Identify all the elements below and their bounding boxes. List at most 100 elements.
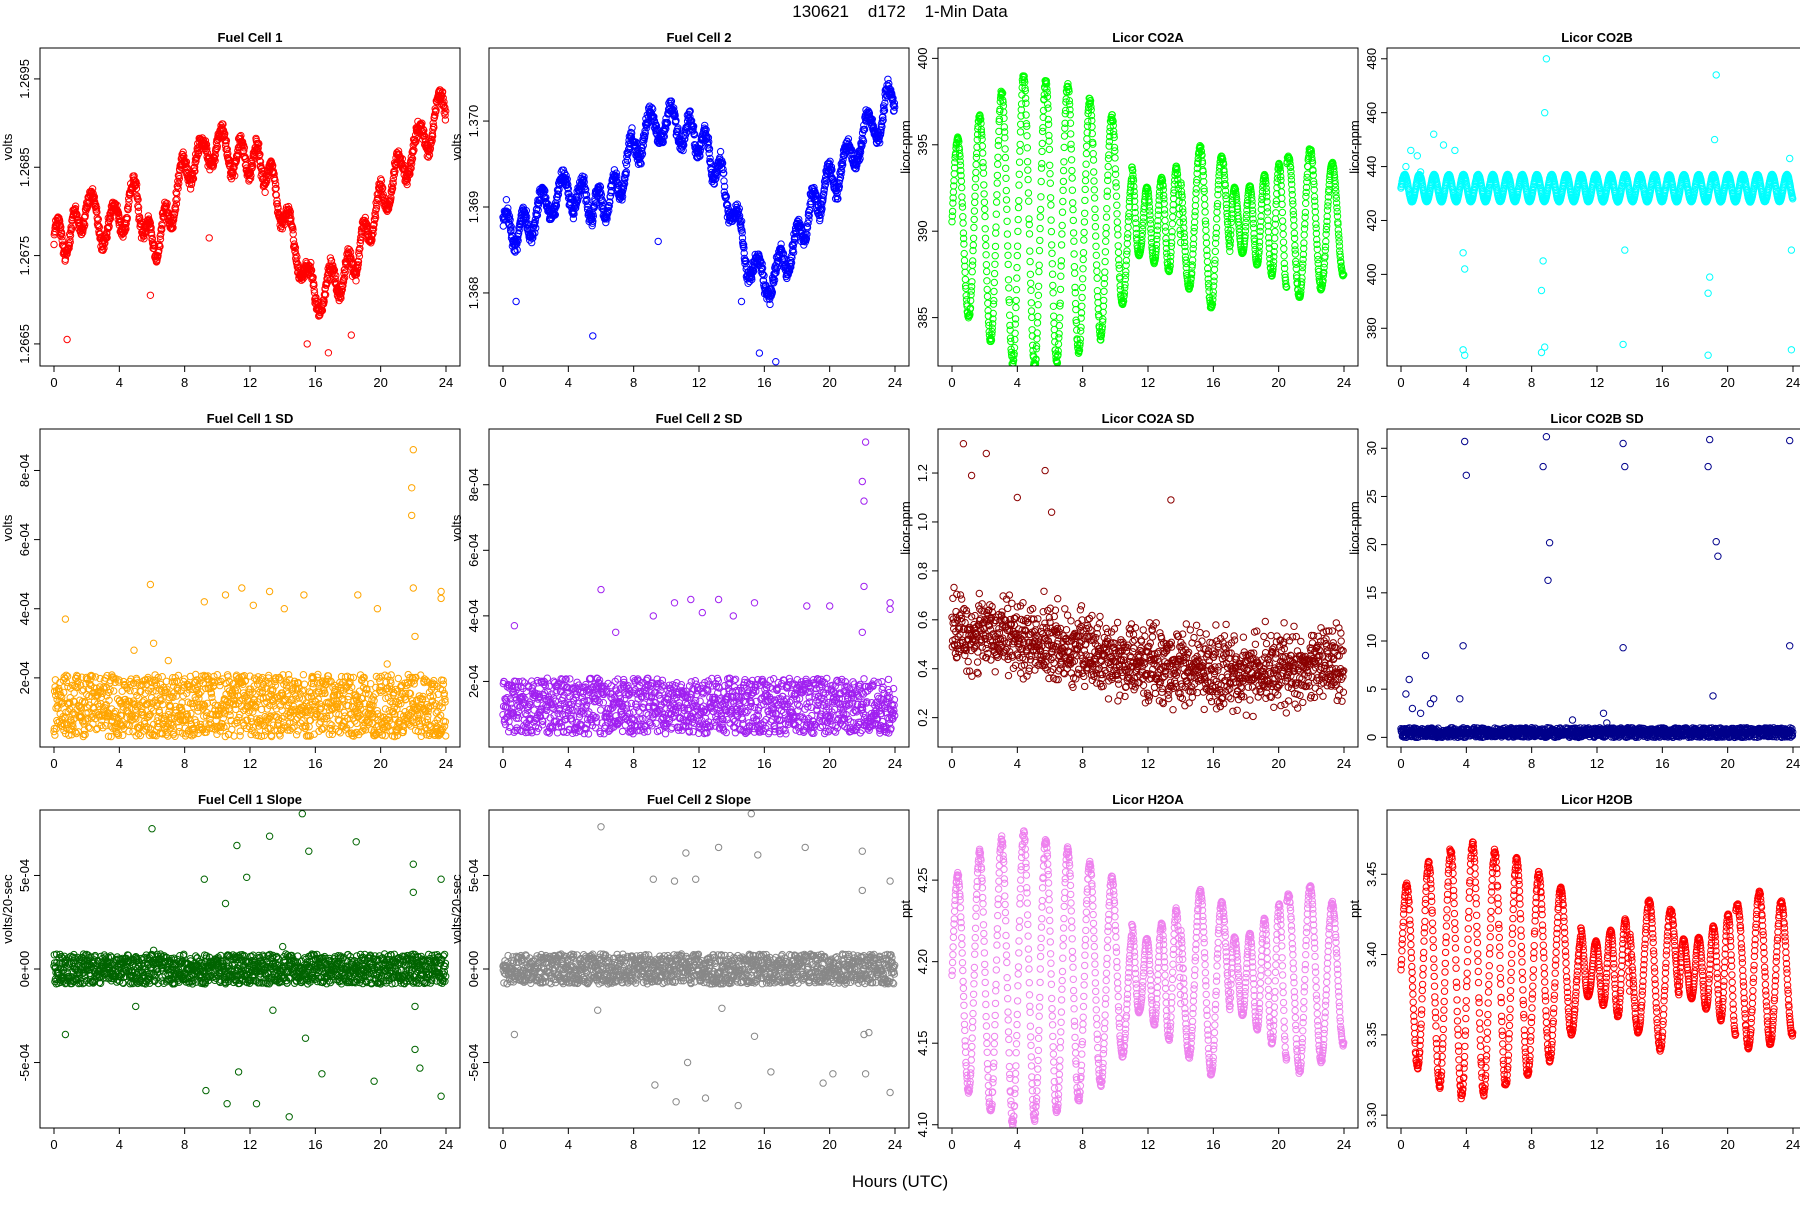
x-tick-label: 16 — [308, 375, 322, 390]
x-tick-label: 0 — [948, 375, 955, 390]
data-point — [1279, 218, 1285, 224]
data-point — [1028, 280, 1034, 286]
x-tick-label: 8 — [181, 375, 188, 390]
data-point — [1052, 339, 1058, 345]
data-point — [983, 262, 989, 268]
data-point — [1093, 262, 1099, 268]
data-point — [1082, 197, 1088, 203]
data-point — [1056, 322, 1062, 328]
x-tick-label: 8 — [1079, 375, 1086, 390]
data-point — [1037, 225, 1043, 231]
data-point — [1013, 304, 1019, 310]
data-point — [1281, 253, 1287, 259]
data-point — [262, 189, 268, 195]
data-point — [1210, 289, 1216, 295]
data-point — [1027, 258, 1033, 264]
data-point — [1004, 206, 1010, 212]
data-point — [951, 171, 957, 177]
data-point — [1034, 320, 1040, 326]
data-point — [991, 288, 997, 294]
data-point — [992, 261, 998, 267]
data-point — [1019, 92, 1025, 98]
data-point — [1227, 248, 1233, 254]
data-point — [1071, 251, 1077, 257]
x-tick-label: 8 — [630, 375, 637, 390]
data-point — [51, 241, 57, 247]
x-tick-label: 0 — [50, 375, 57, 390]
y-axis-label: licor-ppm — [898, 120, 913, 173]
panel-title: Licor CO2B — [1561, 30, 1633, 45]
data-point — [1214, 216, 1220, 222]
data-point — [290, 231, 296, 237]
data-point — [1005, 261, 1011, 267]
data-point — [1279, 209, 1285, 215]
data-point — [1061, 133, 1067, 139]
data-point — [304, 341, 310, 347]
data-point — [993, 230, 999, 236]
data-points — [51, 87, 449, 356]
data-point — [1082, 210, 1088, 216]
data-point — [1292, 251, 1298, 257]
data-point — [972, 176, 978, 182]
data-point — [1103, 238, 1109, 244]
data-point — [1083, 171, 1089, 177]
data-point — [1038, 194, 1044, 200]
x-tick-label: 4 — [565, 375, 572, 390]
data-point — [1081, 229, 1087, 235]
data-point — [995, 161, 1001, 167]
data-point — [1105, 163, 1111, 169]
data-point — [1058, 242, 1064, 248]
data-point — [1102, 258, 1108, 264]
data-point — [982, 235, 988, 241]
data-point — [1090, 157, 1096, 163]
data-point — [1280, 239, 1286, 245]
data-point — [1279, 201, 1285, 207]
data-point — [1272, 235, 1278, 241]
data-point — [1049, 271, 1055, 277]
x-tick-label: 4 — [1014, 375, 1021, 390]
data-point — [1048, 228, 1054, 234]
data-point — [738, 298, 744, 304]
data-point — [1114, 211, 1120, 217]
data-point — [1039, 148, 1045, 154]
data-point — [1014, 243, 1020, 249]
data-point — [972, 184, 978, 190]
data-point — [960, 220, 966, 226]
data-point — [1001, 115, 1007, 121]
data-point — [1080, 276, 1086, 282]
data-point — [1103, 214, 1109, 220]
data-point — [1047, 180, 1053, 186]
data-point — [1016, 159, 1022, 165]
panel-title: Fuel Cell 2 — [666, 30, 731, 45]
y-tick-label: 400 — [915, 48, 930, 70]
data-point — [1013, 287, 1019, 293]
data-point — [1016, 182, 1022, 188]
data-point — [1091, 187, 1097, 193]
y-axis-label: volts — [0, 133, 15, 160]
data-point — [1162, 217, 1168, 223]
data-point — [984, 278, 990, 284]
data-point — [1162, 211, 1168, 217]
data-point — [1027, 271, 1033, 277]
data-point — [1104, 206, 1110, 212]
data-point — [1302, 221, 1308, 227]
data-point — [979, 136, 985, 142]
data-point — [1080, 250, 1086, 256]
data-point — [1061, 159, 1067, 165]
data-point — [1068, 146, 1074, 152]
data-point — [971, 216, 977, 222]
data-point — [1272, 228, 1278, 234]
data-point — [1314, 246, 1320, 252]
data-point — [971, 208, 977, 214]
data-point — [1083, 143, 1089, 149]
data-point — [1113, 193, 1119, 199]
data-point — [980, 170, 986, 176]
data-point — [1038, 178, 1044, 184]
data-point — [756, 350, 762, 356]
data-point — [206, 235, 212, 241]
data-point — [1083, 150, 1089, 156]
data-point — [1080, 256, 1086, 262]
data-point — [590, 333, 596, 339]
